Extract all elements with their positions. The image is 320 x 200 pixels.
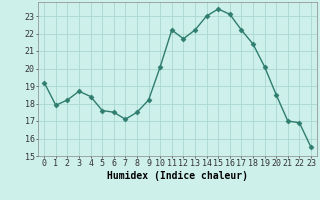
X-axis label: Humidex (Indice chaleur): Humidex (Indice chaleur) [107,171,248,181]
